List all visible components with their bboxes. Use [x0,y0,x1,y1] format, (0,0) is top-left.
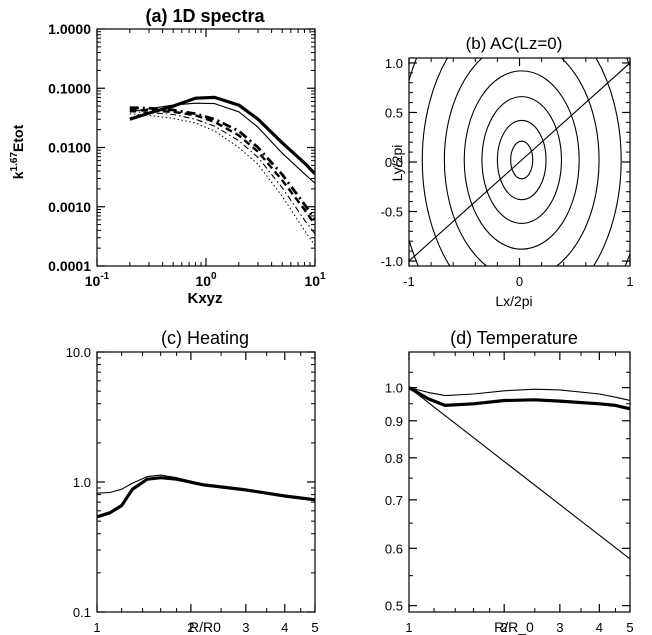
panel-d-y-tick-label: 0.6 [385,541,403,556]
panel-b-data-layer [409,58,630,266]
panel-c-title: (c) Heating [161,328,249,348]
panel-d: (d) Temperature 1 2 3 4 51.00.90.80.70.60.5 … [385,328,634,635]
panel-b-title: (b) AC(Lz=0) [466,34,563,53]
panel-a-x-tick-label: 10-1 [85,271,110,289]
panel-c-x-tick-label: 2 [187,620,194,635]
panel-b-x-tick-label: -1 [403,274,415,289]
panel-a-data-layer [129,95,315,246]
panel-d-x-tick-label: 2 [501,620,508,635]
panel-d-y-tick-label: 0.7 [385,493,403,508]
panel-d-y-tick-label: 0.5 [385,599,403,614]
panel-c-y-tick-label: 0.1 [73,605,91,620]
panel-a-y-label-sup: 1.67 [9,152,20,172]
panel-a-series-2-line [129,102,315,184]
panel-c-plot-area: 1 2 3 4 5 10.0 1.0 0.1 [66,345,319,635]
panel-c-x-label: R/R0 [189,619,221,635]
panel-d-x-tick-label: 3 [556,620,563,635]
panel-b-y-tick-label: 1.0 [385,56,403,71]
panel-b-contour-6 [421,58,622,266]
panel-b-diagonal-line [409,62,630,262]
panel-c-x-tick-label: 3 [242,620,249,635]
panel-a-y-tick-label: 0.0010 [48,199,91,215]
panel-c-y-tick-label: 10.0 [66,345,91,360]
panel-a-x-tick-label: 100 [195,271,217,289]
panel-b-y-tick-label: -1.0 [381,254,403,269]
panel-d-series-1-line [409,386,630,411]
panel-d-series-3-line [409,387,630,560]
panel-b-x-tick-label: 0 [516,274,523,289]
panel-c-x-tick-label: 1 [93,620,100,635]
panel-b-contour-2 [496,119,547,201]
panel-c-x-tick-label: 5 [311,620,318,635]
panel-b-y-tick-label: 0.0 [385,155,403,170]
panel-b: (b) AC(Lz=0) -1 0 1 1.0 0.5 0.0 -0.5 -1.0 Lx/2p… [381,34,634,309]
panel-d-y-tick-label: 1.0 [385,381,403,396]
panel-a-x-tick-label: 101 [304,271,326,289]
panel-a-x-label: Kxyz [187,290,222,307]
panel-a-plot-area: 10-1 100 101 1.0000 0.1000 0.0100 0.0010 0.0001 [48,21,326,289]
panel-c-y-tick-label: 1.0 [73,475,91,490]
panel-d-x-label: R/R_0 [494,619,534,635]
panel-a: (a) 1D spectra 10-1 100 101 1.0000 0.1000 0.0… [9,6,326,307]
panel-c-frame [96,351,316,613]
panel-a-series-5-line [129,111,315,235]
panel-c-series-2-line [97,474,315,501]
panel-b-x-label: Lx/2pi [495,293,532,309]
panel-c-x-tick-label: 4 [281,620,288,635]
panel-b-x-tick-label: 1 [626,274,633,289]
panel-a-y-tick-label: 0.0100 [48,140,91,156]
panel-a-series-3-line [129,106,315,221]
panel-d-x-tick-label: 5 [626,620,633,635]
panel-b-plot-area: -1 0 1 1.0 0.5 0.0 -0.5 -1.0 [381,56,634,289]
panel-b-contour-4 [463,70,580,250]
panel-a-series-4-line [129,108,315,226]
panel-b-y-tick-label: -0.5 [381,205,403,220]
panel-a-series-6-line [129,113,315,246]
panel-b-contour-1 [510,140,534,180]
panel-c-data-layer [97,474,315,519]
panel-d-plot-area: 1 2 3 4 5 1.0 0.9 0.8 0.7 0.6 0.5 [385,351,634,635]
panel-b-contour-5 [443,58,600,266]
panel-d-data-layer [409,386,630,560]
panel-d-x-tick-label: 1 [405,620,412,635]
panel-b-y-tick-label: 0.5 [385,105,403,120]
panel-a-y-tick-label: 0.0001 [48,258,91,274]
panel-d-y-tick-label: 0.9 [385,414,403,429]
panel-b-contour-3 [481,96,563,224]
panel-d-series-2-line [409,387,630,402]
panel-a-frame [96,28,316,267]
panel-a-series-1-line [129,95,315,175]
panel-d-title: (d) Temperature [450,328,578,348]
panel-a-y-label-tail: Etot [10,124,26,152]
panel-b-y-label: Ly/2pi [389,145,405,182]
panel-d-frame [408,351,631,613]
panel-a-y-label: k1.67Etot [9,124,26,179]
panel-d-y-tick-label: 0.8 [385,451,403,466]
panel-a-title: (a) 1D spectra [145,6,265,26]
panel-a-y-tick-label: 0.1000 [48,80,91,96]
panel-c: (c) Heating 1 2 3 4 5 10.0 1.0 0.1 R/R0 [66,328,319,635]
panel-a-y-tick-label: 1.0000 [48,21,91,37]
panel-c-series-1-line [97,476,315,519]
panel-a-y-label-base: k [10,171,26,179]
panel-d-x-tick-label: 4 [596,620,603,635]
